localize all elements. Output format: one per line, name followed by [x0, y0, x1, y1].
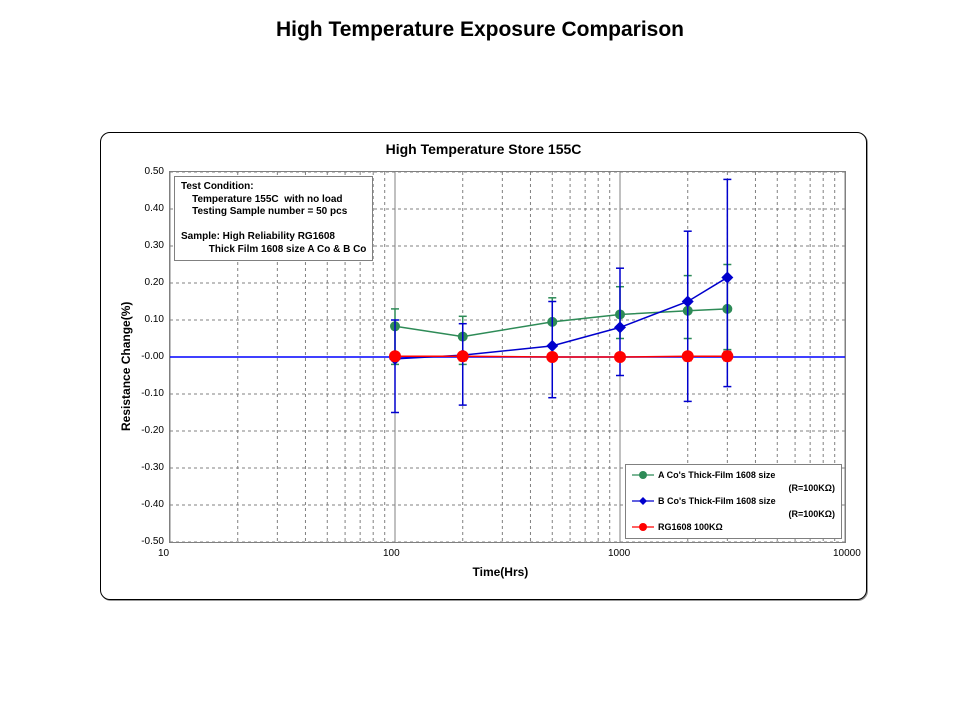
- legend: A Co's Thick-Film 1608 size (R=100KΩ) B Co…: [625, 464, 842, 539]
- y-tick-label: 0.50: [145, 166, 164, 177]
- x-axis-title: Time(Hrs): [473, 565, 529, 579]
- y-tick-label: 0.10: [145, 314, 164, 325]
- series-0: [390, 265, 732, 365]
- legend-item-label: RG1608 100KΩ: [658, 522, 723, 532]
- y-axis-title: Resistance Change(%): [119, 302, 133, 431]
- y-tick-label: -0.00: [141, 351, 164, 362]
- y-tick-label: -0.10: [141, 388, 164, 399]
- page-title: High Temperature Exposure Comparison: [0, 0, 960, 42]
- series-1: [389, 179, 733, 412]
- legend-item-sublabel: (R=100KΩ): [789, 483, 835, 493]
- x-tick-label: 10000: [833, 548, 861, 559]
- chart-frame: High Temperature Store 155C -0.50 -0.40 -0.…: [100, 132, 867, 600]
- y-tick-label: -0.40: [141, 499, 164, 510]
- legend-item-sublabel: (R=100KΩ): [789, 509, 835, 519]
- y-tick-label: 0.40: [145, 203, 164, 214]
- y-tick-label: 0.30: [145, 240, 164, 251]
- y-tick-label: -0.50: [141, 536, 164, 547]
- series-2: [389, 350, 733, 363]
- chart-title: High Temperature Store 155C: [101, 141, 866, 157]
- x-tick-label: 1000: [608, 548, 630, 559]
- y-tick-label: 0.20: [145, 277, 164, 288]
- x-tick-label: 10: [158, 548, 169, 559]
- y-tick-label: -0.30: [141, 462, 164, 473]
- legend-item-label: B Co's Thick-Film 1608 size: [658, 496, 776, 506]
- y-tick-label: -0.20: [141, 425, 164, 436]
- test-condition-box: Test Condition: Temperature 155C with no…: [174, 176, 373, 261]
- legend-item-label: A Co's Thick-Film 1608 size: [658, 470, 775, 480]
- x-tick-label: 100: [383, 548, 400, 559]
